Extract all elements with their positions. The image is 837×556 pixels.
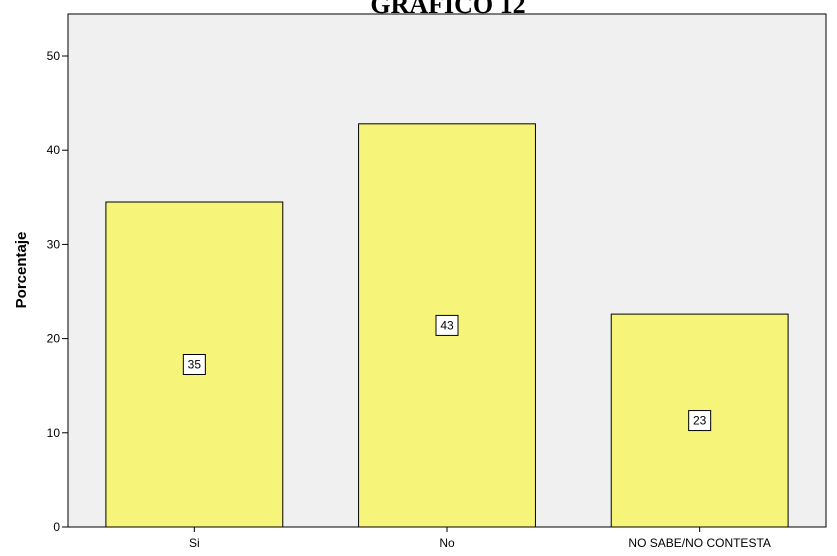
data-label-box-0 bbox=[182, 354, 206, 376]
x-category-label-0: Si bbox=[189, 536, 200, 550]
plot-area: 0 10 20 30 40 50 35 Si 43 No 23 NO SABE/NO CONTESTA bbox=[47, 13, 827, 550]
data-label-1: 43 bbox=[440, 318, 454, 332]
y-axis-label: Porcentaje bbox=[13, 232, 30, 309]
y-tick-label-0: 0 bbox=[53, 520, 60, 534]
y-tick-label-2: 20 bbox=[47, 332, 61, 346]
x-category-label-1: No bbox=[439, 536, 455, 550]
data-label-0: 35 bbox=[188, 358, 202, 372]
y-tick-label-1: 10 bbox=[47, 426, 61, 440]
x-category-label-2: NO SABE/NO CONTESTA bbox=[628, 536, 770, 550]
y-tick-label-3: 30 bbox=[47, 237, 61, 251]
data-label-box-1 bbox=[435, 314, 459, 336]
y-tick-label-4: 40 bbox=[47, 143, 61, 157]
y-tick-label-5: 50 bbox=[47, 49, 61, 63]
data-label-box-2 bbox=[688, 410, 712, 432]
data-label-2: 23 bbox=[693, 414, 707, 428]
